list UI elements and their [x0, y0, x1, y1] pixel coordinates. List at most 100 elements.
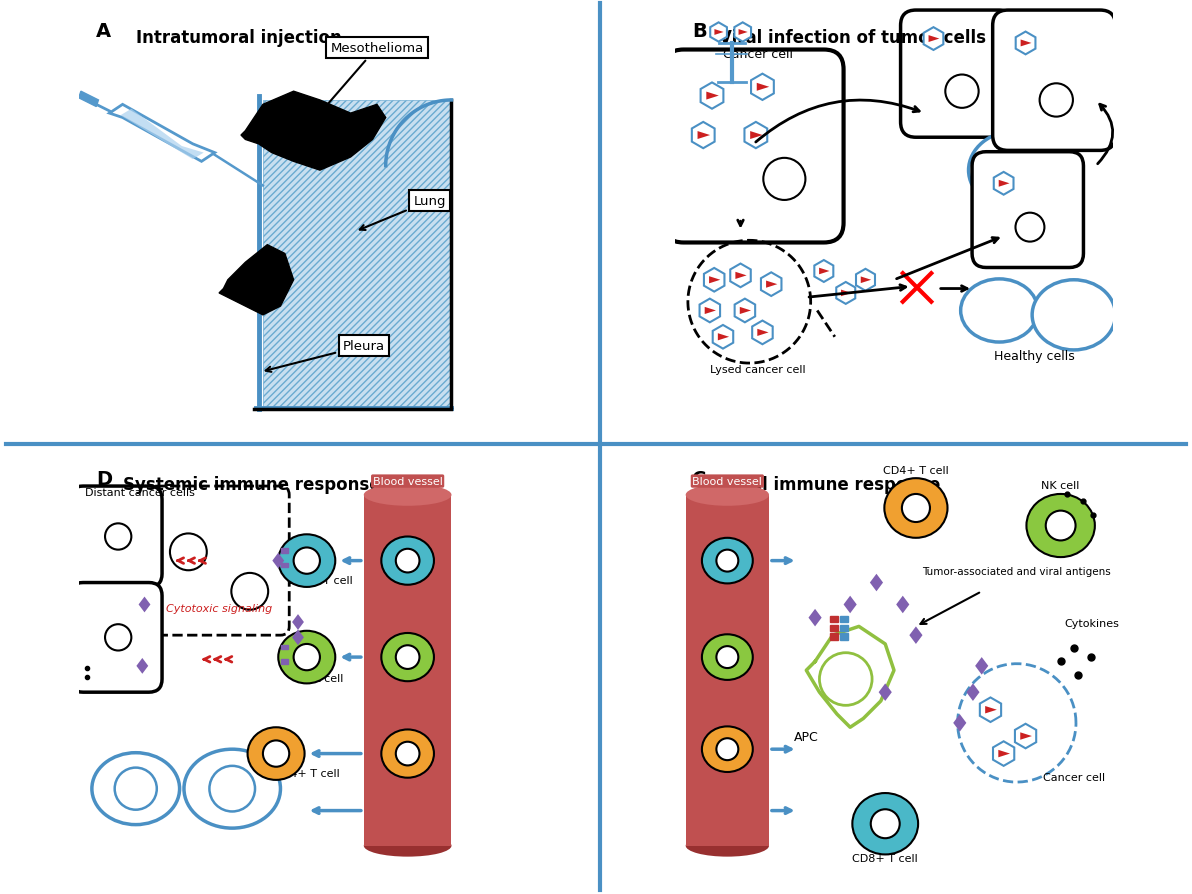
- Polygon shape: [840, 625, 848, 631]
- Circle shape: [716, 646, 738, 669]
- Polygon shape: [1020, 40, 1031, 47]
- FancyBboxPatch shape: [993, 11, 1116, 151]
- Ellipse shape: [685, 485, 769, 506]
- Ellipse shape: [92, 753, 180, 824]
- Polygon shape: [766, 282, 777, 289]
- Ellipse shape: [884, 478, 948, 538]
- Polygon shape: [1014, 724, 1036, 748]
- Polygon shape: [967, 684, 980, 701]
- Polygon shape: [999, 181, 1010, 188]
- Ellipse shape: [381, 730, 434, 778]
- Polygon shape: [707, 92, 719, 100]
- Polygon shape: [1020, 732, 1032, 740]
- Ellipse shape: [278, 631, 335, 684]
- Polygon shape: [718, 333, 730, 341]
- Circle shape: [396, 549, 420, 573]
- Circle shape: [396, 645, 420, 670]
- Text: C: C: [693, 469, 707, 488]
- Text: APC: APC: [794, 730, 819, 744]
- Text: Viral infection of tumor cells: Viral infection of tumor cells: [719, 29, 986, 46]
- Polygon shape: [704, 268, 725, 292]
- Text: Healthy cells: Healthy cells: [994, 350, 1075, 362]
- Polygon shape: [120, 110, 204, 160]
- Polygon shape: [831, 625, 838, 631]
- Polygon shape: [292, 614, 304, 630]
- Polygon shape: [697, 132, 710, 139]
- Polygon shape: [752, 321, 772, 345]
- Polygon shape: [281, 549, 288, 553]
- Polygon shape: [740, 308, 751, 315]
- Polygon shape: [842, 291, 851, 297]
- FancyBboxPatch shape: [901, 11, 1014, 138]
- FancyBboxPatch shape: [971, 153, 1084, 268]
- Circle shape: [716, 550, 738, 572]
- FancyBboxPatch shape: [149, 486, 290, 636]
- Ellipse shape: [702, 635, 753, 680]
- Circle shape: [170, 534, 206, 570]
- Polygon shape: [138, 597, 150, 612]
- Text: CD8+ T cell: CD8+ T cell: [287, 575, 353, 585]
- Circle shape: [819, 653, 873, 705]
- Polygon shape: [281, 563, 288, 568]
- Text: Mesothelioma: Mesothelioma: [323, 42, 423, 110]
- Circle shape: [114, 768, 157, 810]
- Text: Lung: Lung: [360, 195, 446, 231]
- Polygon shape: [954, 714, 967, 732]
- Circle shape: [1016, 214, 1044, 242]
- Ellipse shape: [1026, 494, 1095, 558]
- Text: CD4+ T cell: CD4+ T cell: [883, 466, 949, 476]
- Polygon shape: [975, 657, 988, 675]
- Circle shape: [1045, 511, 1075, 541]
- Text: Lysed cancer cell: Lysed cancer cell: [710, 365, 806, 375]
- Polygon shape: [219, 245, 293, 316]
- Ellipse shape: [248, 728, 305, 780]
- Circle shape: [1039, 84, 1073, 117]
- Polygon shape: [924, 28, 943, 51]
- Text: B: B: [693, 22, 707, 41]
- Polygon shape: [710, 23, 727, 43]
- Polygon shape: [896, 596, 909, 613]
- Polygon shape: [739, 30, 747, 36]
- Ellipse shape: [381, 537, 434, 585]
- Polygon shape: [980, 697, 1001, 722]
- Polygon shape: [879, 684, 892, 701]
- Circle shape: [763, 158, 806, 201]
- Ellipse shape: [969, 131, 1064, 210]
- Polygon shape: [870, 574, 883, 592]
- Polygon shape: [701, 83, 724, 110]
- Polygon shape: [714, 30, 724, 36]
- Polygon shape: [691, 122, 715, 149]
- Text: Cytokines: Cytokines: [1064, 619, 1119, 628]
- Bar: [263, 101, 452, 408]
- Text: Cancer cell: Cancer cell: [1043, 772, 1105, 782]
- Polygon shape: [281, 645, 288, 649]
- Polygon shape: [241, 92, 386, 171]
- Polygon shape: [734, 23, 751, 43]
- Text: NK cell: NK cell: [1042, 481, 1080, 491]
- Text: Pleura: Pleura: [266, 340, 385, 373]
- Polygon shape: [844, 596, 857, 613]
- Polygon shape: [993, 741, 1014, 766]
- Text: NK cell: NK cell: [305, 673, 343, 683]
- Polygon shape: [292, 629, 304, 645]
- Polygon shape: [709, 277, 720, 284]
- Ellipse shape: [278, 535, 335, 587]
- Polygon shape: [735, 273, 746, 280]
- Ellipse shape: [702, 538, 753, 584]
- Polygon shape: [806, 627, 894, 728]
- Polygon shape: [281, 660, 288, 664]
- Circle shape: [293, 548, 319, 574]
- Text: Cancer cell: Cancer cell: [724, 48, 793, 62]
- Circle shape: [396, 742, 420, 765]
- Polygon shape: [819, 268, 830, 275]
- Ellipse shape: [1032, 281, 1116, 350]
- Circle shape: [293, 645, 319, 670]
- Polygon shape: [110, 105, 215, 162]
- FancyBboxPatch shape: [70, 583, 162, 692]
- Text: Local immune response: Local immune response: [719, 476, 940, 493]
- Polygon shape: [808, 609, 821, 627]
- Text: Tumor-associated and viral antigens: Tumor-associated and viral antigens: [923, 566, 1111, 576]
- Polygon shape: [837, 283, 855, 305]
- Bar: [364, 495, 452, 846]
- Ellipse shape: [364, 835, 452, 856]
